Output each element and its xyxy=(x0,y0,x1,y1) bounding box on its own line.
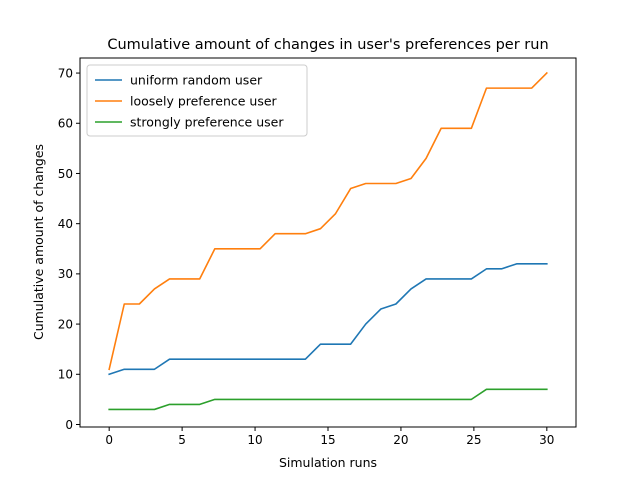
x-tick-label: 25 xyxy=(466,433,481,447)
series-line-1 xyxy=(108,263,548,376)
series-line-2 xyxy=(108,71,548,371)
x-tick-label: 20 xyxy=(393,433,408,447)
y-tick-label: 10 xyxy=(58,368,73,382)
axis-ticks: 0 5 10 15 20 25 30 0 10 20 30 40 50 60 70 xyxy=(58,66,555,447)
legend-label: strongly preference user xyxy=(130,115,284,130)
y-tick-label: 20 xyxy=(58,317,73,331)
plot-frame xyxy=(79,57,577,428)
x-axis-label: Simulation runs xyxy=(279,455,377,470)
y-tick-label: 70 xyxy=(58,66,73,80)
y-tick-label: 50 xyxy=(58,167,73,181)
chart-title: Cumulative amount of changes in user's p… xyxy=(107,37,548,53)
legend-label: uniform random user xyxy=(130,73,263,88)
y-tick-label: 60 xyxy=(58,117,73,131)
series-lines xyxy=(108,71,548,411)
x-tick-label: 10 xyxy=(247,433,262,447)
y-tick-label: 40 xyxy=(58,217,73,231)
legend-box xyxy=(86,64,308,137)
y-tick-label: 0 xyxy=(65,418,73,432)
legend: uniform random user loosely preference us… xyxy=(86,64,308,137)
x-tick-label: 0 xyxy=(105,433,113,447)
y-tick-label: 30 xyxy=(58,267,73,281)
x-tick-label: 5 xyxy=(178,433,186,447)
series-line-3 xyxy=(108,388,548,411)
x-tick-label: 30 xyxy=(539,433,554,447)
x-tick-label: 15 xyxy=(320,433,335,447)
y-axis-label: Cumulative amount of changes xyxy=(31,144,46,340)
legend-label: loosely preference user xyxy=(130,94,278,109)
